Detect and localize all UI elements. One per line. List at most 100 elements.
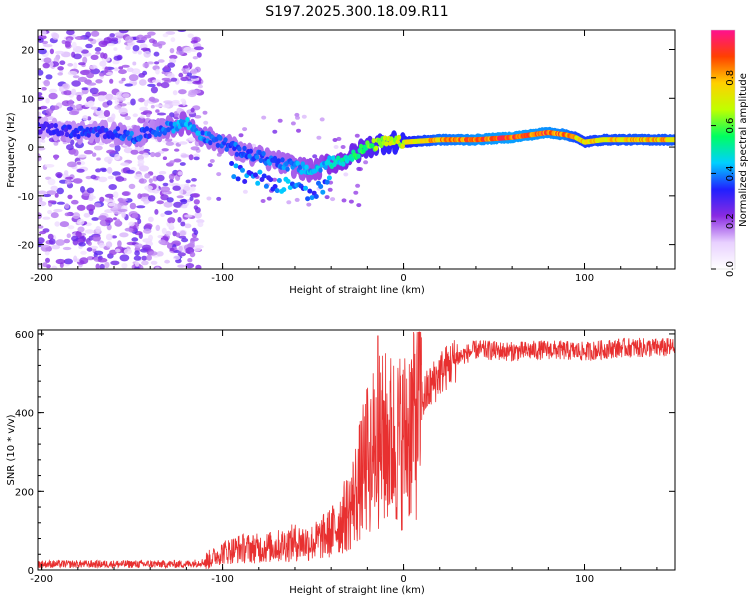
noise-blob: [99, 60, 107, 67]
ridge-core: [138, 134, 143, 140]
noise-blob: [341, 198, 347, 203]
noise-blob: [132, 113, 138, 118]
noise-blob: [114, 144, 121, 152]
noise-blob: [148, 234, 153, 241]
noise-blob: [107, 43, 115, 47]
ridge-core: [218, 135, 223, 141]
noise-blob: [86, 82, 97, 86]
ridge-core: [59, 130, 65, 136]
ridge-core: [304, 164, 309, 170]
noise-blob: [190, 68, 198, 75]
noise-blob: [111, 113, 116, 120]
noise-blob: [142, 152, 149, 158]
noise-blob: [78, 242, 86, 247]
noise-blob: [51, 265, 58, 269]
noise-blob: [188, 154, 194, 161]
noise-blob: [131, 213, 139, 219]
ridge-core: [371, 138, 376, 144]
noise-blob: [115, 176, 125, 182]
noise-blob: [71, 88, 77, 96]
noise-blob: [261, 115, 267, 120]
noise-blob: [71, 199, 79, 205]
noise-blob: [118, 107, 128, 115]
noise-blob: [42, 262, 48, 268]
noise-blob: [136, 34, 145, 42]
noise-blob: [64, 41, 71, 48]
noise-blob: [95, 109, 104, 116]
noise-blob: [45, 108, 54, 115]
noise-blob: [242, 189, 248, 194]
noise-blob: [98, 176, 108, 183]
noise-blob: [63, 170, 69, 176]
noise-blob: [164, 210, 173, 215]
noise-blob: [177, 252, 186, 257]
noise-blob: [67, 194, 73, 200]
noise-blob: [169, 48, 175, 54]
noise-blob: [66, 144, 74, 151]
noise-blob: [51, 32, 60, 40]
noise-blob: [87, 241, 92, 246]
noise-blob: [150, 260, 158, 265]
ridge-tail: [240, 167, 245, 173]
noise-blob: [128, 183, 136, 190]
noise-blob: [119, 232, 129, 238]
noise-blob: [119, 30, 129, 34]
noise-blob: [179, 230, 186, 236]
ridge-core: [242, 145, 247, 151]
noise-blob: [98, 40, 108, 48]
noise-blob: [286, 200, 292, 205]
noise-blob: [73, 255, 78, 263]
noise-blob: [53, 208, 63, 213]
spectrogram-y-label: Frequency (Hz): [6, 112, 17, 188]
noise-blob: [188, 136, 196, 142]
noise-blob: [260, 199, 266, 203]
noise-blob: [79, 257, 89, 265]
noise-blob: [144, 185, 154, 191]
noise-blob: [141, 260, 149, 266]
noise-blob: [137, 218, 142, 224]
snr-y-label: SNR (10 * v/v): [6, 414, 17, 485]
noise-blob: [38, 262, 42, 267]
noise-blob: [177, 216, 182, 223]
noise-blob: [131, 237, 139, 242]
noise-blob: [172, 209, 178, 213]
noise-blob: [41, 87, 47, 91]
noise-blob: [158, 239, 166, 245]
noise-blob: [155, 68, 160, 75]
noise-blob: [80, 49, 89, 54]
ridge-core: [336, 155, 341, 161]
noise-blob: [306, 202, 312, 207]
noise-blob: [138, 73, 146, 78]
noise-blob: [95, 226, 102, 233]
noise-blob: [181, 237, 189, 243]
noise-blob: [57, 72, 63, 76]
noise-blob: [86, 204, 96, 212]
colorbar-ticks: 0.0 0.2 0.4 0.6 0.8: [711, 70, 736, 277]
noise-blob: [136, 205, 146, 209]
y-tick-label: -10: [18, 192, 34, 203]
noise-blob: [112, 59, 120, 65]
ridge-tail: [242, 179, 248, 184]
noise-blob: [162, 33, 169, 38]
noise-blob: [47, 210, 53, 215]
noise-blob: [340, 145, 346, 149]
noise-blob: [327, 187, 333, 192]
noise-blob: [118, 66, 124, 70]
y-tick-label: 400: [15, 409, 34, 420]
noise-blob: [170, 77, 178, 82]
noise-blob: [147, 61, 154, 65]
noise-blob: [178, 141, 188, 145]
y-tick-label: 0: [28, 566, 34, 577]
noise-blob: [189, 196, 194, 202]
noise-blob: [76, 218, 85, 225]
noise-blob: [83, 150, 94, 155]
noise-blob: [180, 221, 186, 227]
noise-blob: [100, 52, 105, 59]
noise-blob: [73, 53, 82, 60]
noise-blob: [104, 261, 110, 269]
noise-blob: [242, 127, 248, 132]
noise-blob: [38, 147, 46, 151]
ridge-core: [285, 166, 290, 172]
noise-blob: [147, 31, 156, 36]
x-tick-label: 0: [400, 574, 406, 585]
